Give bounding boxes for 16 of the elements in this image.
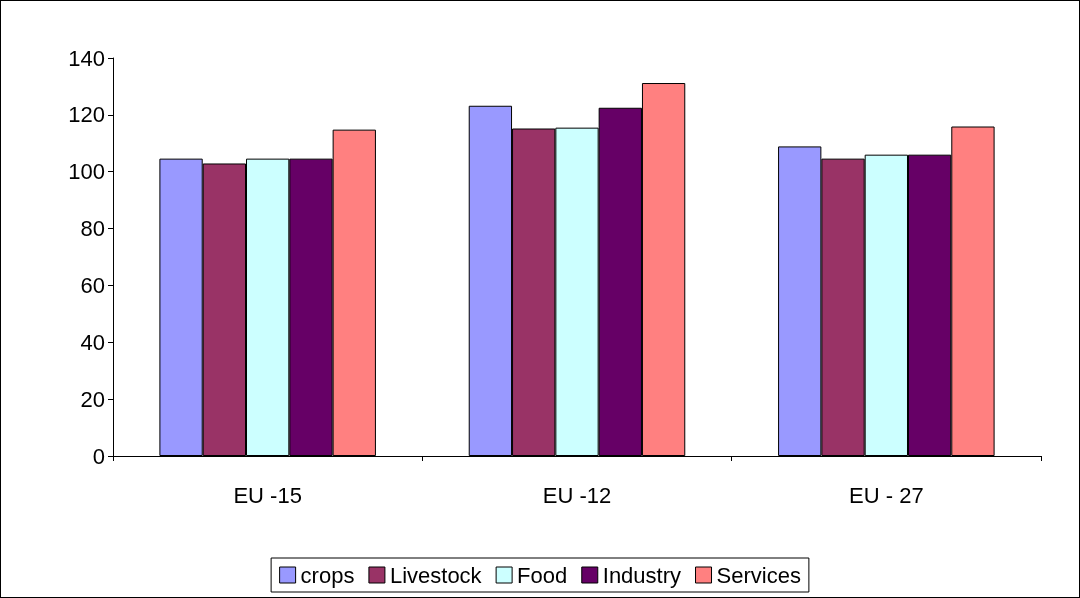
y-tick-label: 100 — [68, 159, 105, 185]
y-tick-label: 0 — [92, 443, 105, 469]
y-tick-label: 60 — [80, 272, 105, 298]
legend-label: Food — [517, 562, 568, 588]
y-tick-label: 120 — [68, 102, 105, 128]
legend-label: Services — [716, 562, 801, 588]
y-tick-label: 140 — [68, 45, 105, 71]
legend-label: Livestock — [389, 562, 483, 588]
legend-label: Industry — [602, 562, 682, 588]
y-tick-label: 80 — [80, 216, 105, 242]
y-tick-label: 20 — [80, 386, 105, 412]
x-tick-label: EU -15 — [233, 482, 302, 508]
y-tick-label: 40 — [80, 329, 105, 355]
x-tick-label: EU -12 — [542, 482, 612, 508]
legend-label: crops — [300, 562, 355, 588]
x-tick-label: EU - 27 — [849, 482, 924, 508]
